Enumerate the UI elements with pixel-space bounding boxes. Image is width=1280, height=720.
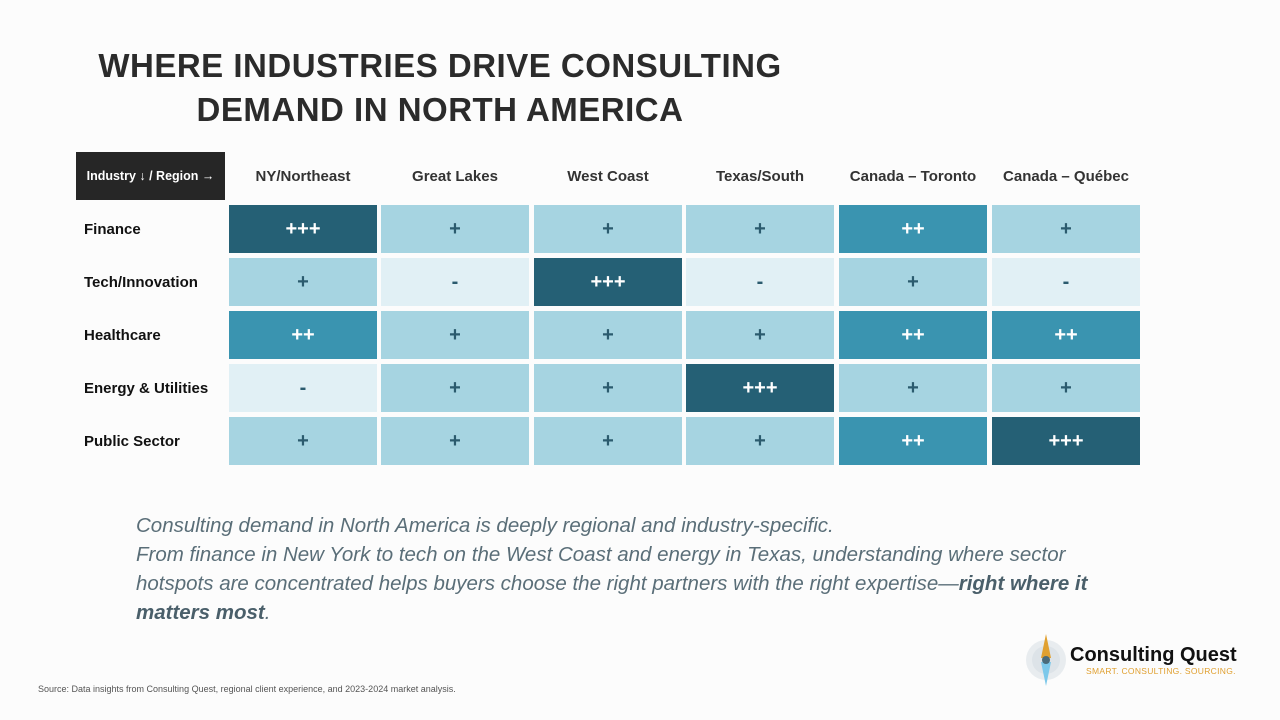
heatmap-cell: + <box>992 205 1140 253</box>
heatmap-cell: + <box>381 311 529 359</box>
column-header: Canada – Toronto <box>849 167 977 185</box>
heatmap-cell: + <box>686 205 834 253</box>
column-header: NY/Northeast <box>255 167 351 185</box>
heatmap-cell: +++ <box>686 364 834 412</box>
heatmap-cell: ++ <box>839 205 987 253</box>
heatmap-cell: +++ <box>229 205 377 253</box>
row-header: Public Sector <box>84 432 180 450</box>
heatmap-cell: ++ <box>839 417 987 465</box>
heatmap-cell: - <box>381 258 529 306</box>
heatmap-cell: + <box>229 258 377 306</box>
heatmap-cell: + <box>686 417 834 465</box>
heatmap-cell: + <box>381 417 529 465</box>
heatmap-cell: + <box>381 364 529 412</box>
heatmap-cell: - <box>992 258 1140 306</box>
row-header: Healthcare <box>84 326 161 344</box>
heatmap-cell: + <box>839 364 987 412</box>
heatmap-cell: + <box>839 258 987 306</box>
heatmap-cell: + <box>534 364 682 412</box>
row-header: Energy & Utilities <box>84 379 209 397</box>
heatmap-cell: + <box>381 205 529 253</box>
heatmap-cell: + <box>229 417 377 465</box>
source-note: Source: Data insights from Consulting Qu… <box>38 684 456 694</box>
heatmap-cell: ++ <box>992 311 1140 359</box>
heatmap-cell: - <box>229 364 377 412</box>
column-header: Canada – Québec <box>1003 167 1129 185</box>
page-title: WHERE INDUSTRIES DRIVE CONSULTING DEMAND… <box>98 47 782 128</box>
heatmap-cell: + <box>534 205 682 253</box>
heatmap-cell: +++ <box>534 258 682 306</box>
summary-paragraph: Consulting demand in North America is de… <box>136 514 1088 624</box>
row-header: Tech/Innovation <box>84 273 198 291</box>
column-header: Great Lakes <box>412 167 498 185</box>
heatmap-cell: + <box>534 311 682 359</box>
corner-header: Industry ↓ / Region → <box>76 152 225 200</box>
row-header: Finance <box>84 220 141 238</box>
column-header: Texas/South <box>715 167 805 185</box>
heatmap-cell: ++ <box>229 311 377 359</box>
heatmap-cell: ++ <box>839 311 987 359</box>
compass-icon <box>1026 634 1066 686</box>
heatmap-cell: + <box>992 364 1140 412</box>
column-header: West Coast <box>567 167 649 185</box>
logo: Consulting Quest SMART. CONSULTING. SOUR… <box>1024 632 1254 688</box>
heatmap-cell: +++ <box>992 417 1140 465</box>
heatmap-cell: + <box>534 417 682 465</box>
heatmap-cell: - <box>686 258 834 306</box>
heatmap-cell: + <box>686 311 834 359</box>
